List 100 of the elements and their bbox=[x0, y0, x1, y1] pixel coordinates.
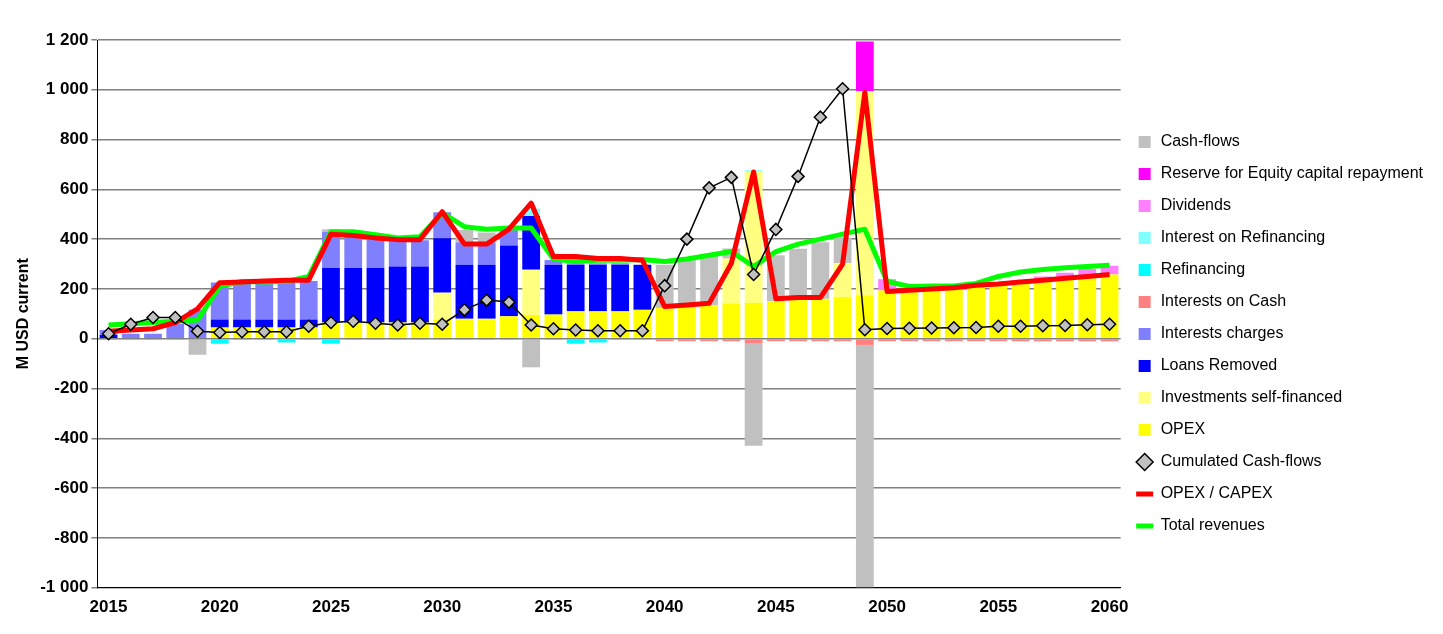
bar bbox=[566, 264, 585, 312]
bar bbox=[855, 339, 874, 345]
bar bbox=[544, 264, 563, 315]
legend-label: OPEX bbox=[1160, 420, 1206, 438]
point bbox=[324, 315, 338, 330]
bar bbox=[388, 266, 407, 323]
bar bbox=[522, 269, 541, 316]
point bbox=[1080, 318, 1095, 332]
point bbox=[858, 322, 872, 337]
bar bbox=[500, 316, 518, 338]
bar bbox=[299, 280, 318, 320]
bar bbox=[366, 239, 385, 268]
x-tick-label: 2045 bbox=[756, 597, 795, 617]
point bbox=[1013, 319, 1028, 333]
legend-label: Interests on Cash bbox=[1160, 292, 1287, 310]
bar bbox=[633, 264, 652, 310]
point bbox=[724, 170, 739, 185]
point bbox=[791, 169, 805, 184]
bar bbox=[322, 268, 340, 323]
bar bbox=[500, 245, 518, 317]
bar bbox=[388, 240, 407, 267]
point bbox=[924, 321, 939, 335]
legend-label: OPEX / CAPEX bbox=[1160, 484, 1274, 502]
legend-label: Cumulated Cash-flows bbox=[1160, 452, 1322, 470]
x-tick-label: 2035 bbox=[534, 597, 573, 617]
point bbox=[702, 181, 716, 195]
bar bbox=[411, 240, 429, 267]
point bbox=[457, 303, 472, 317]
x-tick-label: 2030 bbox=[423, 597, 462, 617]
point bbox=[101, 326, 116, 341]
x-tick-label: 2020 bbox=[200, 597, 239, 617]
point bbox=[969, 320, 983, 335]
x-tick-label: 2040 bbox=[645, 597, 684, 617]
point bbox=[146, 310, 160, 325]
bar bbox=[811, 298, 830, 338]
bar bbox=[589, 264, 607, 312]
bar bbox=[433, 238, 452, 293]
point bbox=[835, 82, 850, 96]
bar bbox=[411, 266, 429, 323]
bar bbox=[611, 264, 630, 312]
legend-label: Reserve for Equity capital repayment bbox=[1160, 164, 1424, 182]
bar bbox=[144, 333, 162, 338]
bar bbox=[455, 318, 474, 338]
bar bbox=[855, 344, 874, 588]
bar bbox=[744, 343, 763, 446]
bar bbox=[277, 281, 296, 320]
point bbox=[680, 232, 694, 246]
legend-label: Investments self-financed bbox=[1160, 388, 1343, 406]
x-tick-label: 2015 bbox=[89, 597, 128, 617]
point bbox=[880, 321, 894, 336]
x-tick-label: 2055 bbox=[979, 597, 1018, 617]
y-tick-label: -600 bbox=[54, 477, 89, 497]
point bbox=[991, 319, 1006, 333]
bar bbox=[255, 281, 274, 320]
bar bbox=[744, 302, 763, 338]
legend-label: Total revenues bbox=[1160, 516, 1265, 534]
point bbox=[413, 316, 427, 331]
point bbox=[479, 293, 494, 307]
bar bbox=[121, 333, 140, 338]
bar bbox=[833, 297, 852, 338]
bar bbox=[344, 268, 363, 323]
point bbox=[502, 295, 516, 309]
point bbox=[746, 267, 761, 282]
bar bbox=[677, 306, 696, 338]
point bbox=[168, 310, 183, 325]
legend-label: Interest on Refinancing bbox=[1160, 228, 1326, 246]
y-tick-label: 400 bbox=[60, 228, 89, 248]
point bbox=[390, 318, 405, 332]
bar bbox=[566, 339, 585, 344]
point bbox=[947, 320, 961, 335]
bar bbox=[855, 41, 874, 92]
point bbox=[346, 314, 360, 329]
y-tick-label: 800 bbox=[60, 129, 89, 149]
point bbox=[1102, 317, 1117, 331]
y-tick-label: 1 200 bbox=[45, 29, 89, 49]
bar bbox=[744, 339, 763, 344]
y-tick-label: -400 bbox=[54, 427, 89, 447]
y-tick-label: 600 bbox=[60, 179, 89, 199]
bar bbox=[433, 292, 452, 321]
x-tick-label: 2050 bbox=[868, 597, 906, 617]
legend-label: Dividends bbox=[1160, 196, 1231, 214]
y-tick-label: 1 000 bbox=[45, 79, 89, 99]
bar bbox=[766, 301, 785, 338]
bar bbox=[366, 268, 385, 323]
legend-label: Refinancing bbox=[1160, 260, 1246, 278]
legend-label: Cash-flows bbox=[1160, 132, 1240, 150]
point bbox=[124, 317, 138, 331]
y-axis-title: M USD current bbox=[14, 257, 32, 370]
y-tick-label: 0 bbox=[78, 328, 89, 348]
point bbox=[769, 222, 783, 237]
point bbox=[902, 321, 917, 335]
point bbox=[368, 316, 383, 331]
legend-label: Loans Removed bbox=[1160, 356, 1278, 374]
bar bbox=[477, 318, 496, 338]
point bbox=[1058, 318, 1072, 333]
bar bbox=[344, 236, 363, 268]
point bbox=[813, 110, 828, 124]
y-tick-label: 200 bbox=[60, 278, 89, 298]
bar bbox=[233, 282, 251, 320]
x-tick-label: 2025 bbox=[312, 597, 350, 617]
